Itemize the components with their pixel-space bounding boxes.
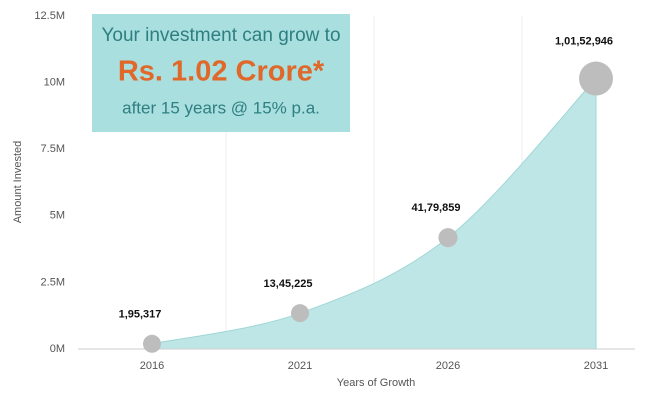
y-tick-label: 10M xyxy=(44,77,65,89)
x-axis-label: Years of Growth xyxy=(337,377,415,389)
value-label: 13,45,225 xyxy=(264,278,313,290)
x-tick-label: 2026 xyxy=(436,360,460,372)
y-tick-label: 0M xyxy=(50,343,65,355)
value-label: 1,95,317 xyxy=(119,309,162,321)
annotation-line: Your investment can grow to xyxy=(101,25,340,46)
value-label: 41,79,859 xyxy=(412,202,461,214)
point xyxy=(438,228,458,248)
y-tick-label: 12.5M xyxy=(34,10,65,22)
area xyxy=(151,77,597,350)
point xyxy=(142,334,162,353)
annotation-line: after 15 years @ 15% p.a. xyxy=(122,98,320,117)
annotation-box xyxy=(92,14,350,132)
plot: 0M 2.5M 5M 7.5M 10M 12.5M 1,95,317 2016 13,45,22… xyxy=(34,10,635,372)
y-axis-label: Amount Invested xyxy=(12,141,24,224)
y-tick-label: 7.5M xyxy=(41,143,65,155)
value-label: 1,01,52,946 xyxy=(555,35,613,47)
point xyxy=(579,61,613,96)
y-tick-label: 2.5M xyxy=(41,276,65,288)
x-tick-label: 2016 xyxy=(140,360,164,372)
y-tick-label: 5M xyxy=(50,210,65,222)
point xyxy=(290,304,310,323)
x-tick-label: 2021 xyxy=(288,360,312,372)
x-tick-label: 2031 xyxy=(584,360,608,372)
annotation-highlight: Rs. 1.02 Crore* xyxy=(118,56,325,88)
